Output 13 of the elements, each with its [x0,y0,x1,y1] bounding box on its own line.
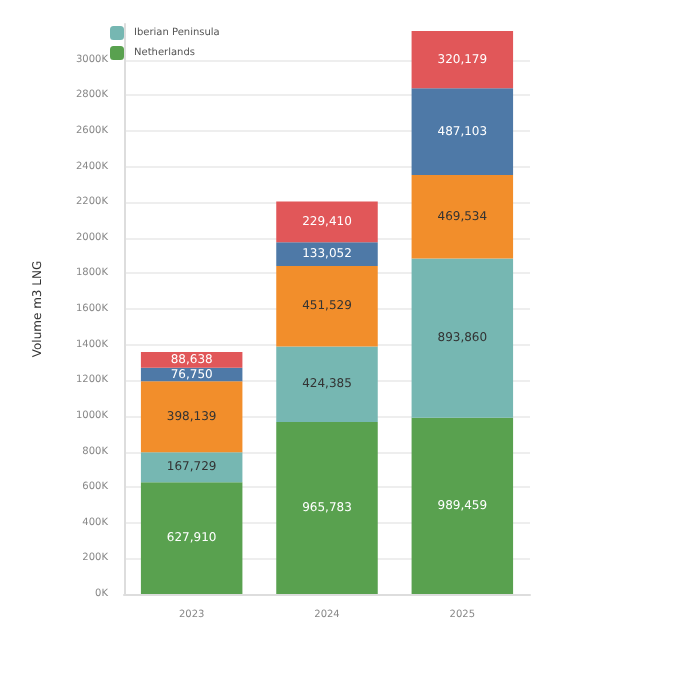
bar [276,421,378,594]
bar [276,201,378,243]
bar [276,265,378,347]
bar [411,174,514,259]
bar [276,346,378,422]
bar [411,88,514,175]
bar [276,242,378,266]
bar [140,452,243,483]
bar [411,417,514,594]
bar [411,31,514,89]
bar [140,482,243,594]
bar [411,258,514,418]
bar [140,381,243,453]
